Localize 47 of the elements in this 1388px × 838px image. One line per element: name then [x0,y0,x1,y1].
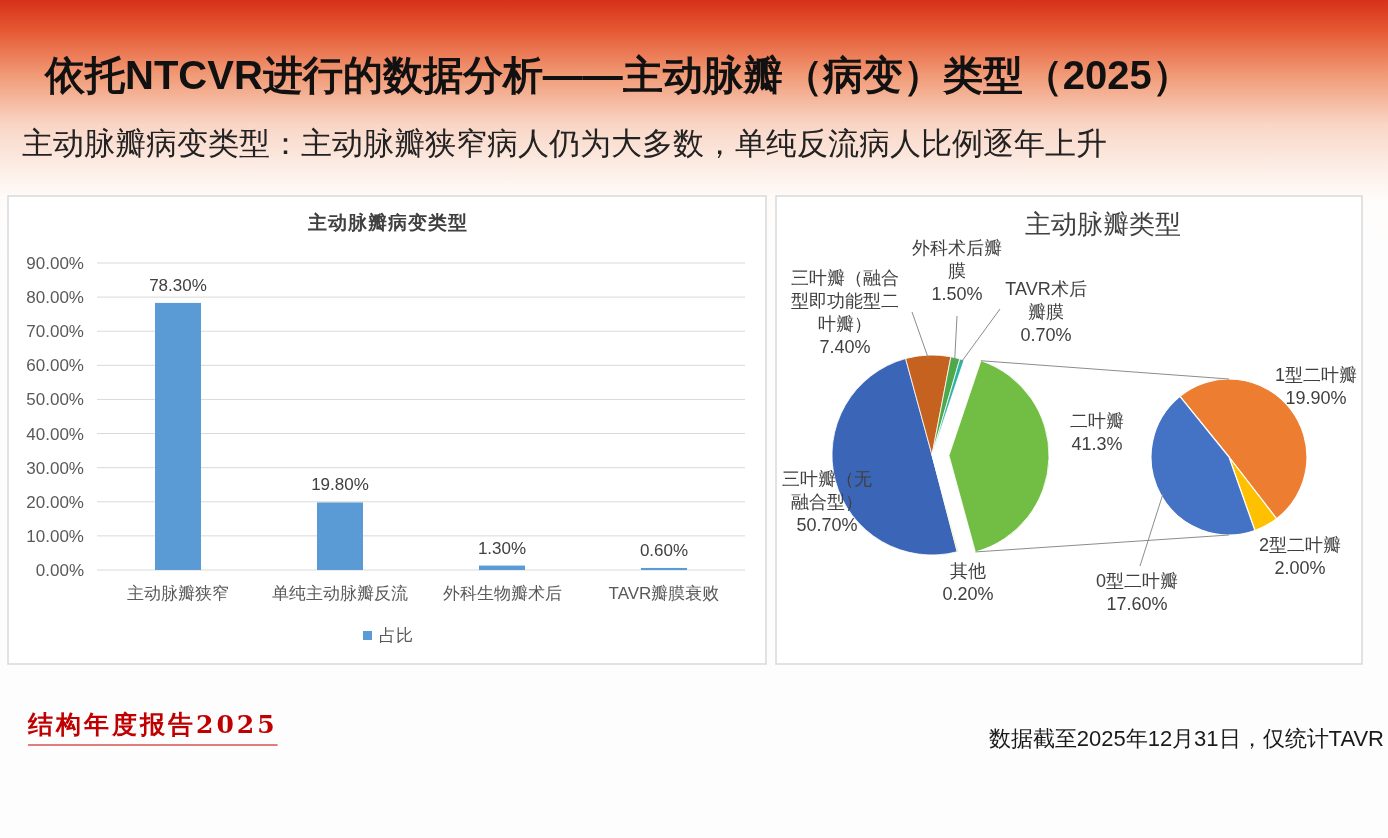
data-label: 17.60% [1106,594,1168,614]
y-tick-label: 50.00% [26,390,84,410]
y-tick-label: 70.00% [26,322,84,342]
data-label: 41.3% [1071,434,1123,454]
y-tick-label: 0.00% [35,561,84,580]
legend-label: 占比 [379,626,413,645]
text: 依托NTCVR进行的数据分析——主动脉瓣（病变）类型（2025） [43,53,1192,97]
text: 数据截至2025年12月31日，仅统计TAVR [988,726,1384,751]
slice-label: 2型二叶瓣 [1258,535,1342,555]
x-tick-label: 外科生物瓣术后 [442,584,562,603]
slice-label: 其他 [950,561,986,581]
slice-label: 1型二叶瓣 [1274,365,1358,385]
data-label: 2.00% [1274,558,1326,578]
slice-label: 二叶瓣 [1070,411,1124,431]
data-label: 0.60% [639,540,689,560]
data-label: 1.50% [931,284,983,304]
chart-title: 主动脉瓣病变类型 [307,212,468,233]
slice-label: 三叶瓣（融合型即功能型二叶瓣） [791,268,899,334]
x-tick-label: 主动脉瓣狭窄 [127,584,229,603]
data-label: 19.80% [311,475,369,495]
data-label: 78.30% [149,275,207,295]
text: 主动脉瓣病变类型：主动脉瓣狭窄病人仍为大多数，单纯反流病人比例逐年上升 [22,126,1107,161]
slice-label: 三叶瓣（无融合型） [782,469,872,512]
slice-label: 外科术后瓣膜 [912,238,1002,281]
slice-label: 0型二叶瓣 [1095,571,1179,591]
bar [155,302,201,570]
data-label: 0.20% [942,584,994,604]
data-label: 7.40% [819,337,871,357]
data-label: 0.70% [1020,325,1072,345]
y-tick-label: 40.00% [26,424,84,444]
data-label: 19.90% [1285,388,1347,408]
y-tick-label: 90.00% [26,254,84,273]
y-tick-label: 80.00% [26,288,84,308]
slice-label: TAVR术后瓣膜 [1005,279,1087,322]
y-tick-label: 60.00% [26,356,84,376]
x-tick-label: 单纯主动脉瓣反流 [272,584,408,603]
y-tick-label: 20.00% [26,492,84,512]
bar [317,502,363,570]
x-tick-label: TAVR瓣膜衰败 [608,584,720,603]
data-label: 1.30% [477,538,527,558]
chart-title: 主动脉瓣类型 [1025,209,1181,239]
text: 结构年度报告2025 [27,710,278,739]
bar [641,567,687,570]
data-label: 50.70% [796,515,858,535]
y-tick-label: 30.00% [26,458,84,478]
bar [479,565,525,570]
y-tick-label: 10.00% [26,526,84,546]
